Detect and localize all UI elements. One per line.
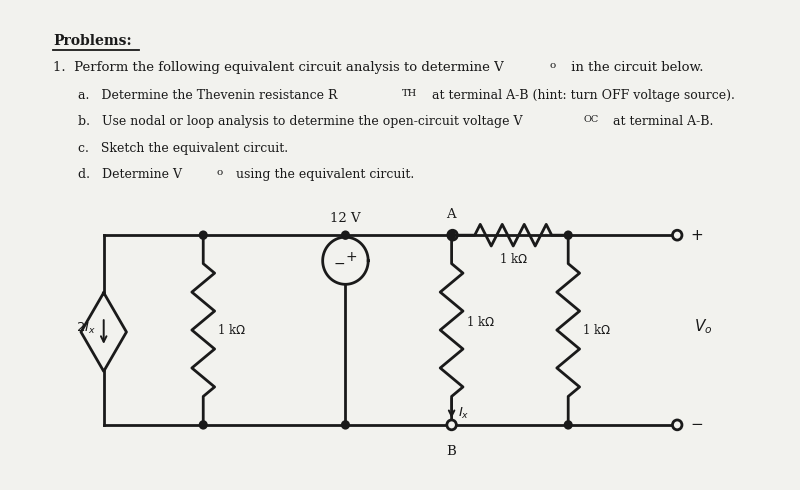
Text: $2I_x$: $2I_x$ [76, 320, 96, 336]
Circle shape [341, 230, 350, 240]
Circle shape [198, 230, 208, 240]
Text: using the equivalent circuit.: using the equivalent circuit. [232, 169, 414, 181]
Text: 1 k$\Omega$: 1 k$\Omega$ [498, 252, 528, 266]
Circle shape [673, 230, 682, 240]
Text: −: − [690, 417, 703, 432]
Text: OC: OC [583, 115, 598, 124]
Text: c.   Sketch the equivalent circuit.: c. Sketch the equivalent circuit. [78, 142, 288, 155]
Text: b.   Use nodal or loop analysis to determine the open-circuit voltage V: b. Use nodal or loop analysis to determi… [78, 115, 522, 128]
Text: +: + [690, 228, 703, 243]
Text: 1.  Perform the following equivalent circuit analysis to determine V: 1. Perform the following equivalent circ… [54, 61, 504, 74]
Circle shape [448, 230, 458, 240]
Circle shape [198, 420, 208, 430]
Text: $I_x$: $I_x$ [458, 406, 470, 420]
Text: A: A [446, 208, 455, 221]
Text: TH: TH [402, 89, 418, 98]
Text: at terminal A-B (hint: turn OFF voltage source).: at terminal A-B (hint: turn OFF voltage … [428, 89, 734, 102]
Text: in the circuit below.: in the circuit below. [567, 61, 704, 74]
Circle shape [673, 420, 682, 430]
Text: Problems:: Problems: [54, 34, 132, 48]
Text: B: B [446, 444, 457, 458]
Text: 1 k$\Omega$: 1 k$\Omega$ [218, 323, 246, 337]
Text: $V_o$: $V_o$ [694, 318, 713, 337]
Text: a.   Determine the Thevenin resistance R: a. Determine the Thevenin resistance R [78, 89, 338, 102]
Text: d.   Determine V: d. Determine V [78, 169, 182, 181]
Text: o: o [550, 61, 556, 70]
Circle shape [564, 420, 573, 430]
Circle shape [447, 230, 456, 240]
Text: 1 k$\Omega$: 1 k$\Omega$ [466, 315, 494, 329]
Circle shape [341, 420, 350, 430]
Text: 1 k$\Omega$: 1 k$\Omega$ [582, 323, 611, 337]
Text: o: o [217, 169, 222, 177]
Text: 12 V: 12 V [330, 212, 361, 225]
Text: −: − [334, 257, 346, 270]
Text: at terminal A-B.: at terminal A-B. [609, 115, 714, 128]
Circle shape [564, 230, 573, 240]
Text: +: + [346, 250, 357, 264]
Circle shape [447, 420, 456, 430]
